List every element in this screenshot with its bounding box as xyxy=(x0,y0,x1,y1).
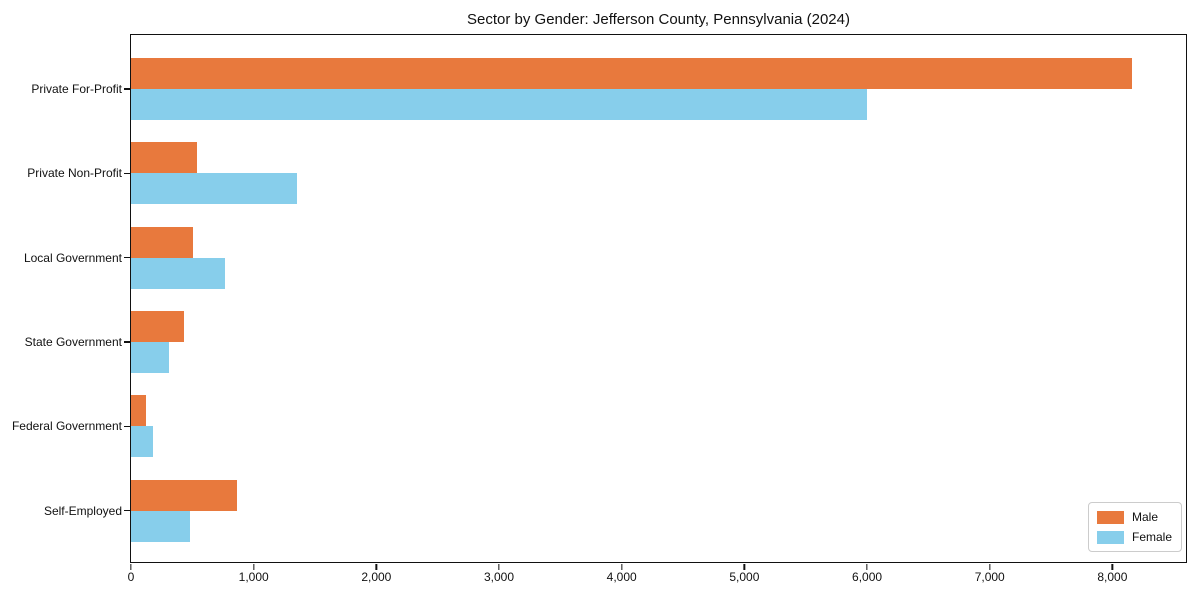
x-axis-label-3000: 3,000 xyxy=(484,570,515,584)
x-tick-6000 xyxy=(866,564,868,570)
x-axis-label-7000: 7,000 xyxy=(974,570,1005,584)
bar-male-state-government xyxy=(131,310,184,342)
y-tick-state-government xyxy=(124,341,130,343)
x-tick-7000 xyxy=(989,564,991,570)
legend: Male Female xyxy=(1087,502,1182,552)
y-tick-self-employed xyxy=(124,509,130,512)
bar-male-private-for-profit xyxy=(131,58,1133,89)
y-tick-local-government xyxy=(124,256,130,259)
bar-female-private-for-profit xyxy=(131,89,868,120)
legend-item-male: Male xyxy=(1096,510,1172,524)
y-axis-label-state-government: State Government xyxy=(24,334,122,349)
y-axis-label-federal-government: Federal Government xyxy=(11,419,122,434)
chart-title: Sector by Gender: Jefferson County, Penn… xyxy=(467,11,850,28)
x-tick-2000 xyxy=(375,564,377,570)
x-tick-3000 xyxy=(498,564,500,570)
y-tick-federal-government xyxy=(124,425,130,427)
bar-female-local-government xyxy=(131,257,225,289)
x-axis-label-4000: 4,000 xyxy=(606,570,637,584)
x-axis-label-1000: 1,000 xyxy=(238,570,269,584)
x-axis-label-0: 0 xyxy=(127,570,135,584)
x-tick-8000 xyxy=(1111,564,1114,570)
y-axis-label-local-government: Local Government xyxy=(23,250,122,265)
bar-female-state-government xyxy=(131,341,170,373)
bar-female-self-employed xyxy=(131,510,190,542)
y-tick-private-non-profit xyxy=(124,172,130,174)
bar-male-self-employed xyxy=(131,479,237,511)
x-axis-label-5000: 5,000 xyxy=(729,570,760,584)
bar-female-private-non-profit xyxy=(131,173,297,205)
bar-male-federal-government xyxy=(131,395,147,427)
x-tick-5000 xyxy=(743,564,746,570)
y-axis-label-private-for-profit: Private For-Profit xyxy=(31,82,122,96)
x-tick-0 xyxy=(130,564,132,570)
bar-male-local-government xyxy=(131,226,193,258)
y-axis-label-private-non-profit: Private Non-Profit xyxy=(27,166,122,181)
plot-area: Male Female Private For-Profit Private No… xyxy=(12,34,1187,584)
bar-female-federal-government xyxy=(131,426,154,458)
legend-label-female: Female xyxy=(1131,530,1172,544)
legend-label-male: Male xyxy=(1131,510,1158,524)
y-tick-private-for-profit xyxy=(124,88,130,90)
x-axis-label-8000: 8,000 xyxy=(1097,570,1128,584)
x-tick-1000 xyxy=(253,564,255,570)
x-axis-label-2000: 2,000 xyxy=(361,570,392,584)
x-axis-label-6000: 6,000 xyxy=(852,570,883,584)
y-axis-label-self-employed: Self-Employed xyxy=(43,503,122,518)
female-color-swatch xyxy=(1096,530,1124,544)
male-color-swatch xyxy=(1096,510,1124,524)
bar-male-private-non-profit xyxy=(131,142,198,174)
x-tick-4000 xyxy=(621,564,623,570)
legend-item-female: Female xyxy=(1096,530,1172,544)
